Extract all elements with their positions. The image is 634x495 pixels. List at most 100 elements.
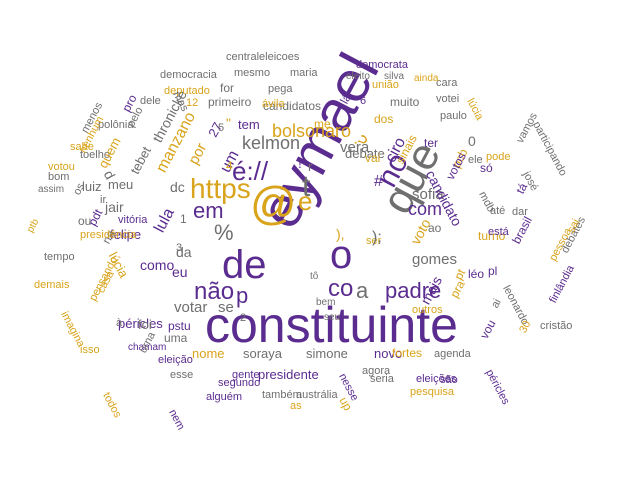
word-https: https [190,173,251,204]
word-dele: dele [140,95,161,107]
word-votou: votou [48,161,75,173]
word-symbol: % [214,220,234,245]
word-so: só [480,161,493,175]
word-nome: nome [192,346,225,361]
word-eleicoes: eleições [416,373,457,385]
word-segundo: segundo [218,377,261,389]
word-silva: silva [384,71,405,82]
word-t: t [302,170,311,203]
word-como: como [140,257,175,273]
word-seria: seria [370,373,394,385]
word-pode: pode [486,151,511,163]
word-dos: dos [374,112,394,126]
word-dc: dc [170,179,185,195]
word-luiz: luiz [82,179,102,194]
word-cristao: cristão [540,320,573,332]
word-to: tô [310,271,319,282]
word-pega: pega [268,83,293,95]
word-o: o [330,233,353,277]
word-pericles: péricles [118,316,163,331]
word-isso: isso [80,344,100,356]
word-deputado: deputado [164,85,210,97]
word-30: 30 [517,318,534,336]
word-kelmon: kelmon [242,133,301,153]
word-toelho: toelho [80,149,110,161]
word-eleicao: eleição [158,354,193,366]
word-eleito: eleito [346,71,370,82]
word-tambem: também [262,389,302,401]
word-da: da [176,244,192,260]
word-6: 6 [360,95,367,107]
word-pericles: péricles [483,367,512,407]
word-me: me [314,117,331,131]
word-a: à [116,317,123,329]
word-ao: ao [428,221,442,235]
word-symbol: " [226,115,231,131]
word-seu: seu [324,312,341,323]
word-5: 5 [218,122,225,134]
word-uniao: união [372,79,399,91]
word-votar: votar [174,299,208,316]
word-vera: vera [340,139,370,156]
word-primeiro: primeiro [208,95,252,109]
word-alguem: alguém [206,391,243,403]
word-3: 3 [176,242,183,254]
word-bolsonaro: bolsonaro [272,121,352,141]
word-nao: não [194,278,235,305]
word-constituinte: constituinte [205,297,458,353]
word-dar: dar [512,206,528,218]
word-se: se [218,299,234,316]
word-eu: eu [172,264,188,280]
word-meu: meu [108,177,134,192]
word-demais: demais [34,279,70,291]
word-com: com [408,199,443,219]
word-12: 12 [186,97,199,109]
word-uma: uma [164,331,188,345]
word-ainda: ainda [414,73,439,84]
word-pesquisa: pesquisa [410,386,455,398]
word-quem: quem [95,134,124,171]
word-de: de [222,243,267,287]
word-0: 0 [468,133,476,149]
word-vai: vai [365,151,381,165]
word-mesmo: mesmo [234,67,271,79]
word-1: 1 [180,212,187,226]
word-sabe: sabe [70,141,94,153]
word-presidencia: presidência [80,229,137,241]
word-co: co [328,275,354,302]
word-agora: agora [362,365,391,377]
word-agenda: agenda [434,348,471,360]
word-nem: nem [166,407,187,433]
word-centraleleicoes: centraleleicoes [226,51,300,63]
word-ate: até [490,205,506,217]
word-maria: maria [290,67,318,79]
word-democrata: democrata [356,59,408,71]
word-vitoria: vitória [118,214,148,226]
word-pl: pl [488,264,498,278]
word-lucia: lúcia [464,96,486,123]
word-padre: padre [385,278,442,303]
word-votei: votei [436,93,460,105]
word-felipe: felipe [110,227,142,242]
word-brasil: brasil [509,214,535,247]
word-presidente: presidente [258,367,319,382]
word-e: é:// [232,156,269,186]
word-polonia: polônia [98,119,134,131]
word-bom: bom [48,171,70,183]
word-leo: léo [468,267,485,281]
word-outros: outros [412,304,443,316]
word-por: por [185,140,211,168]
word-muito: muito [390,95,420,109]
word-chamam: chamam [128,342,167,353]
word-ir: ir [100,194,107,206]
word-lula: lula [151,205,178,236]
word-tempo: tempo [44,251,75,263]
word-bem: bem [316,297,336,308]
word-ele: ele [468,154,483,166]
word-pstu: pstu [168,319,191,333]
word-gomes: gomes [412,251,458,268]
word-tebet: tebet [127,143,154,177]
word-foi: foi [138,317,152,332]
word-em: em [193,198,224,223]
